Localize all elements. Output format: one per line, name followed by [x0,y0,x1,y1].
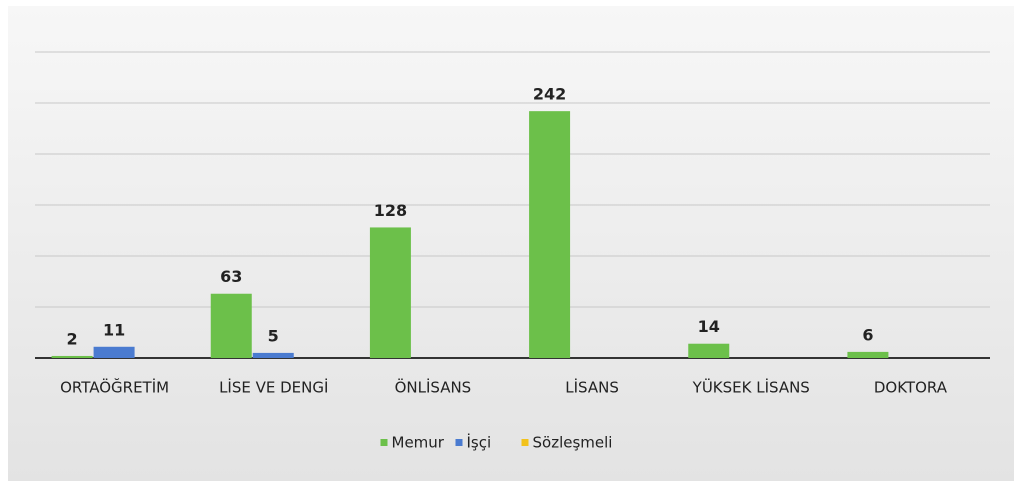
legend-label: Memur [392,434,445,452]
data-label: 242 [533,85,566,104]
data-label: 11 [103,320,125,339]
x-tick-label: ÖNLİSANS [395,378,472,397]
data-label: 6 [862,325,873,344]
x-tick-label: LİSANS [565,378,619,397]
data-label: 63 [220,267,242,286]
bar [847,351,889,358]
bar [93,346,135,358]
bar [252,352,294,358]
legend-label: İşçi [467,433,492,452]
data-label: 14 [698,317,720,336]
data-label: 128 [374,201,407,220]
legend-label: Sözleşmeli [533,434,613,452]
x-tick-label: DOKTORA [874,379,948,397]
legend-swatch [455,439,463,446]
bar [529,111,571,358]
bar [369,227,411,358]
legend-swatch [380,439,388,446]
x-tick-label: YÜKSEK LİSANS [692,378,810,397]
x-tick-label: ORTAÖĞRETİM [60,378,169,397]
plot-background [8,6,1014,481]
bar [210,293,252,358]
x-tick-label: LİSE VE DENGİ [219,378,328,397]
bar [688,343,730,358]
data-label: 2 [67,329,78,348]
legend-swatch [521,439,529,446]
bar [51,355,93,358]
data-label: 5 [268,326,279,345]
